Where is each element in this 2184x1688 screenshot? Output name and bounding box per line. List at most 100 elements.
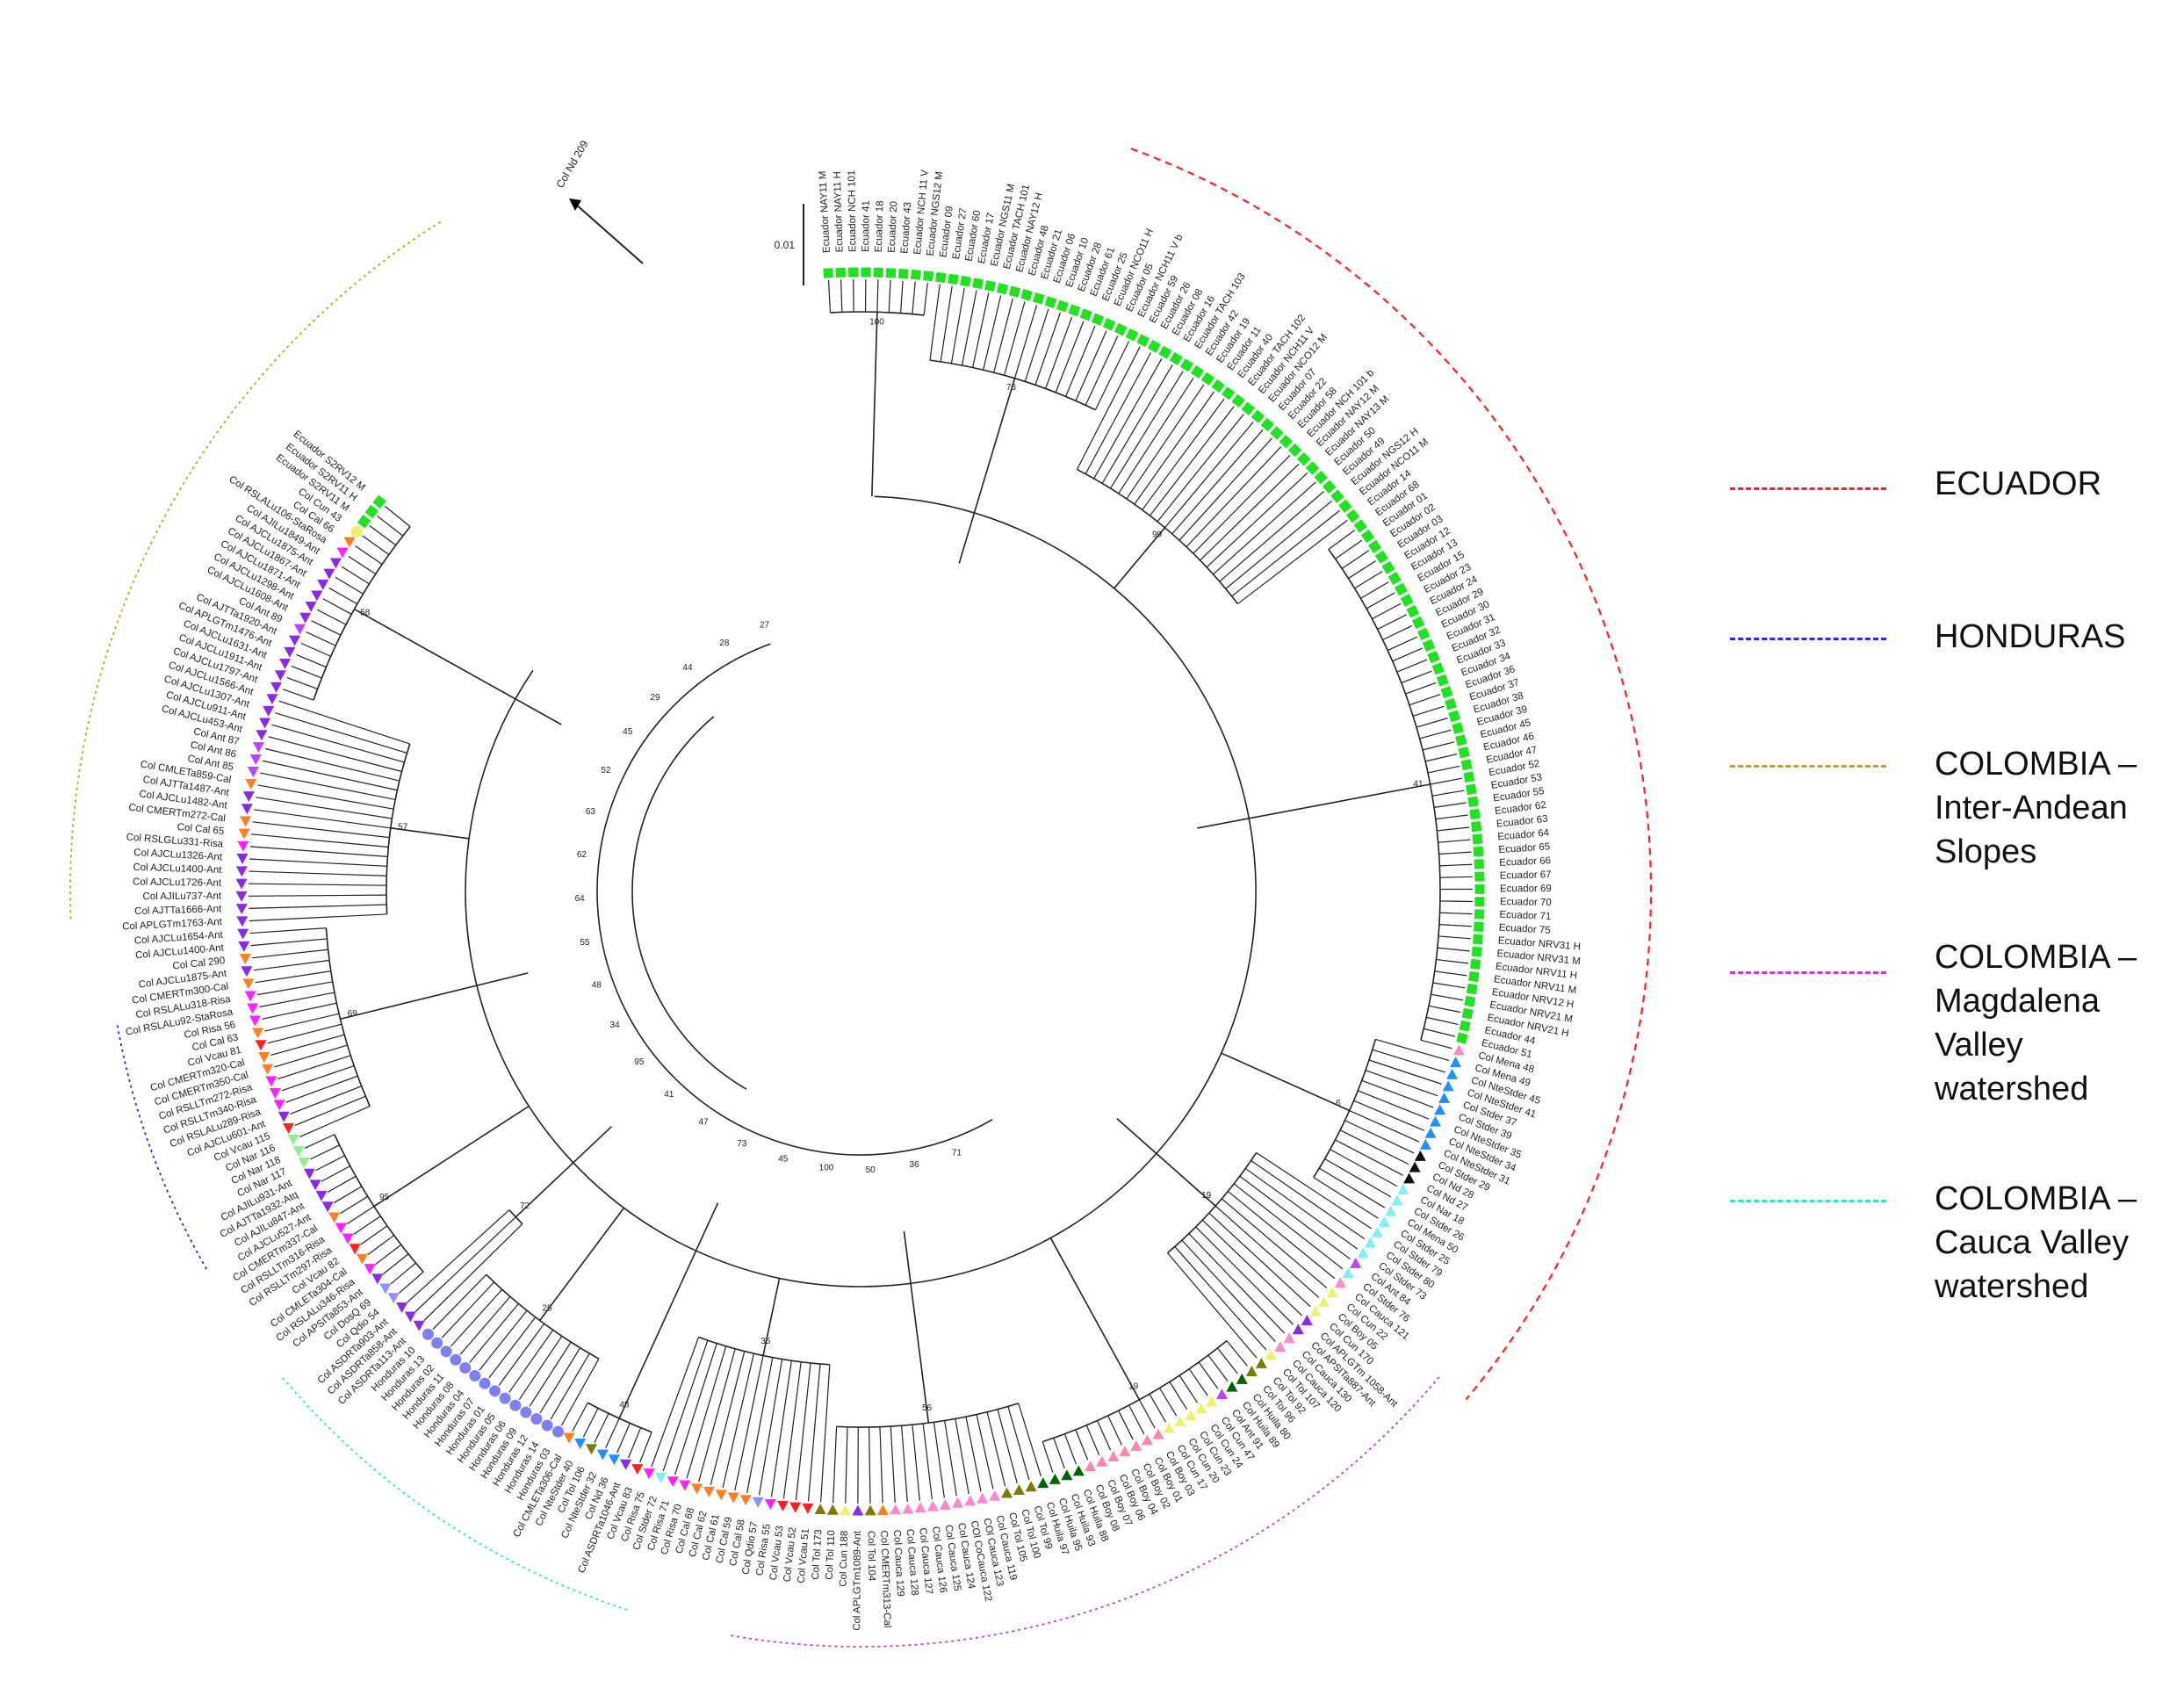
branch (1004, 301, 1026, 376)
tip-marker (1403, 1172, 1416, 1184)
tip-label: Col AJTTa1666-Ant (134, 904, 222, 917)
branch (1434, 970, 1467, 977)
tip-marker (278, 1111, 290, 1122)
branch (256, 981, 333, 996)
branch (260, 772, 396, 801)
tip-label: Ecuador 66 (1499, 855, 1551, 869)
branch (291, 665, 322, 679)
branch (1431, 993, 1464, 1001)
tip-marker (631, 1464, 644, 1475)
tip-marker (1260, 417, 1274, 432)
tip-marker (479, 1377, 491, 1389)
tip-marker (1458, 747, 1470, 759)
branch (628, 1427, 642, 1459)
branch (348, 555, 377, 575)
radial-tree: 100 73 99 41 6 19 19 56 35 48 25 72 95 69 57 58 60 71 36 50… (0, 0, 1653, 1648)
tip-marker (1163, 1422, 1175, 1433)
branch (983, 295, 1002, 371)
branch (1237, 519, 1348, 605)
tip-marker (1032, 292, 1045, 305)
tip-marker (1322, 480, 1337, 494)
tip-marker (585, 1444, 597, 1455)
bootstrap-value: 72 (520, 1201, 530, 1211)
tip-marker (1008, 285, 1020, 298)
tip-marker (1429, 1115, 1441, 1127)
branch (1428, 1005, 1461, 1014)
tip-marker (926, 1500, 939, 1511)
branch (1174, 1246, 1267, 1351)
tip-marker (1200, 372, 1215, 386)
tip-label: Ecuador 64 (1497, 827, 1550, 842)
branch (539, 1347, 581, 1414)
legend-line-cauca (1730, 1200, 1886, 1202)
tip-marker (1130, 1439, 1142, 1451)
tip-marker (897, 268, 909, 279)
bootstrap-value: 45 (778, 1155, 789, 1165)
tip-marker (1283, 1332, 1295, 1344)
tip-marker (321, 1201, 334, 1213)
branch (1221, 1198, 1328, 1289)
branch (1085, 1425, 1100, 1456)
tip-marker (265, 1076, 278, 1087)
tip-marker (643, 1468, 655, 1480)
scale-bar-label: 0.01 (775, 239, 796, 251)
tip-marker (530, 1413, 543, 1425)
tip-marker (852, 1504, 864, 1516)
branch (254, 809, 391, 829)
branch (296, 653, 327, 668)
tip-label: Col Cauca 129 (891, 1530, 905, 1598)
branch (1094, 341, 1130, 410)
tip-marker (1431, 662, 1445, 675)
tip-marker (413, 1320, 425, 1331)
tip-marker (293, 624, 306, 635)
branch (582, 1408, 599, 1438)
branch (328, 587, 358, 605)
tip-marker (364, 1264, 376, 1275)
tip-marker (387, 1293, 400, 1304)
tip-marker (620, 1459, 632, 1470)
tip-marker (823, 268, 833, 278)
tip-marker (1394, 582, 1408, 596)
bootstrap-value: 71 (952, 1149, 962, 1158)
branch (1055, 321, 1085, 393)
branch (1093, 357, 1163, 480)
tip-marker (1385, 1205, 1397, 1216)
branch (596, 643, 993, 1156)
legend-label-ecuador: ECUADOR (1935, 465, 2102, 502)
tip-label: Ecuador 75 (1498, 923, 1550, 936)
tip-marker (1467, 796, 1479, 808)
tip-marker (1456, 1032, 1468, 1044)
branch (299, 1105, 371, 1137)
branch (1118, 377, 1194, 494)
branch (1034, 312, 1061, 386)
branch (899, 280, 904, 314)
tip-label: Ecuador NAY11 M (818, 170, 833, 253)
tip-marker (1466, 783, 1477, 796)
tip-marker (960, 275, 971, 287)
branch (1157, 414, 1244, 523)
branch (819, 1364, 831, 1503)
tip-marker (1452, 1044, 1465, 1056)
tip-marker (1314, 470, 1328, 485)
branch (1433, 802, 1467, 808)
branch (249, 846, 388, 858)
branch (871, 312, 878, 497)
branch (639, 1432, 652, 1463)
tip-marker (317, 579, 329, 590)
tip-marker (422, 1328, 434, 1340)
branch (1427, 765, 1460, 774)
tip-marker (371, 1273, 384, 1285)
branch (1432, 982, 1466, 989)
tip-marker (1251, 409, 1265, 424)
tip-marker (1374, 550, 1388, 564)
tip-marker (1102, 318, 1116, 331)
tip-marker (1474, 909, 1485, 920)
tip-marker (431, 1337, 443, 1349)
branch (488, 1316, 537, 1379)
branch (1388, 636, 1418, 652)
tip-marker (262, 1064, 274, 1075)
branch (1149, 406, 1235, 516)
branch (274, 1044, 348, 1068)
tip-marker (335, 1223, 347, 1234)
tip-marker (939, 1498, 951, 1510)
